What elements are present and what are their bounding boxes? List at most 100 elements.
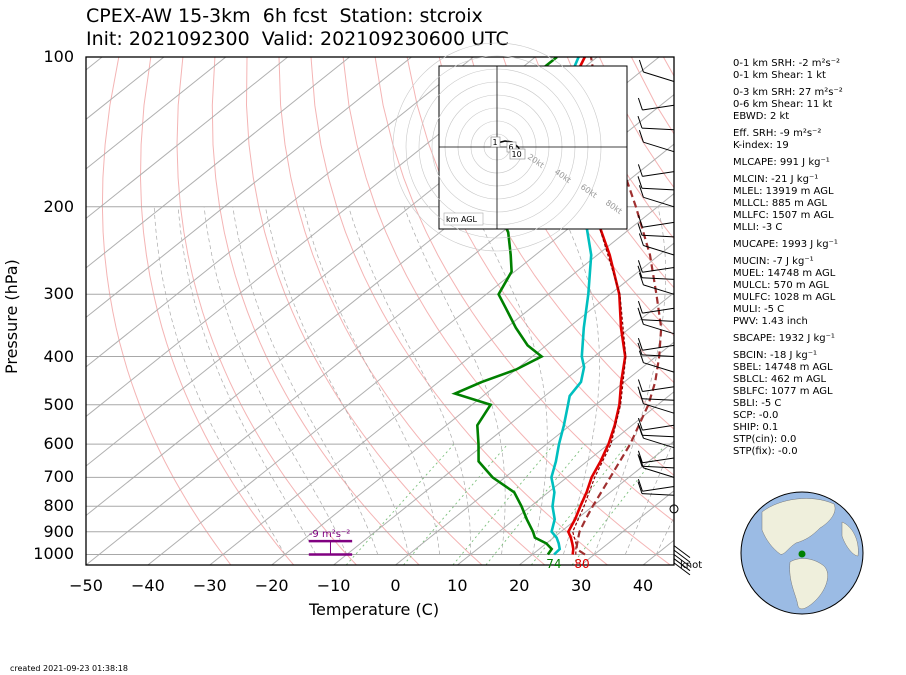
isotherm [86, 57, 350, 269]
stat-line: MULFC: 1028 m AGL [733, 292, 836, 303]
x-tick-label: −50 [69, 576, 103, 595]
wind-barb-flag [637, 265, 643, 278]
dry-adiabat [856, 57, 906, 565]
stat-line: SBLFC: 1077 m AGL [733, 386, 833, 397]
wind-barb-flag [638, 185, 644, 198]
mixing-ratio-line [403, 443, 509, 565]
wind-barb-shaft [643, 467, 675, 478]
wind-barb-shaft [642, 307, 675, 314]
wind-barb-flag [638, 426, 644, 439]
mixing-ratio-line [530, 443, 628, 565]
moist-adiabat [472, 206, 548, 555]
isotherm [86, 57, 289, 220]
hodograph-marker-label: 1 [493, 138, 498, 147]
wind-barb-shaft [641, 354, 675, 357]
wind-barb-flag [637, 260, 643, 273]
wind-barb-shaft [643, 323, 675, 335]
dry-adiabat [245, 57, 483, 565]
moist-adiabat [403, 206, 506, 555]
stat-line: MLCIN: -21 J kg⁻¹ [733, 174, 819, 185]
stat-line: STP(cin): 0.0 [733, 434, 797, 445]
x-tick-label: −30 [192, 576, 227, 595]
dry-adiabat [374, 57, 674, 523]
wind-barb-shaft [641, 234, 675, 238]
isotherm [86, 57, 536, 418]
surface-label-74: 74 [546, 557, 561, 571]
wind-barb-shaft [641, 187, 675, 191]
wind-barb-flag [637, 338, 643, 351]
wind-barb-flag [637, 450, 643, 463]
globe-africa-edge [841, 521, 859, 557]
wind-barb-flag [637, 176, 643, 189]
mixing-ratio-line [571, 443, 667, 565]
wind-barb-shaft [642, 267, 675, 273]
plot-frame [85, 56, 675, 566]
wind-barb-shaft [643, 141, 675, 153]
wind-barb-shaft [641, 127, 675, 131]
stat-line: 0-3 km SRH: 27 m²s⁻² [733, 87, 843, 98]
y-tick-label: 100 [43, 47, 74, 66]
wind-barb-shaft [641, 319, 675, 322]
y-tick-label: 200 [43, 196, 74, 216]
stat-line: MULCL: 570 m AGL [733, 280, 829, 291]
dry-adiabat [470, 57, 674, 384]
wind-barb-flag [637, 223, 643, 236]
wind-barb-shaft [643, 71, 675, 82]
isotherm [457, 391, 674, 565]
virtual_temperature-line [572, 206, 627, 555]
surface-wind-barb [673, 562, 691, 576]
wind-barb-flag [637, 342, 643, 356]
calm-wind-circle [669, 504, 679, 514]
wind-barb-flag [637, 97, 643, 111]
isotherm [86, 57, 165, 120]
y-tick-label: 900 [43, 521, 74, 541]
chart-title-line2: Init: 2021092300 Valid: 202109230600 UTC [86, 28, 509, 50]
wind-barb-flag [638, 130, 644, 143]
wind-barb-flag [638, 312, 644, 325]
wind-barb-flag [638, 350, 644, 363]
dry-adiabat [534, 57, 674, 289]
wind-barb-shaft [641, 398, 675, 401]
y-tick-label: 300 [43, 284, 74, 304]
isotherm [86, 57, 227, 170]
stat-line: MUCAPE: 1993 J kg⁻¹ [733, 239, 838, 250]
stat-line: SHIP: 0.1 [733, 422, 779, 433]
stat-line: MULI: -5 C [733, 304, 785, 315]
stat-line: SBLI: -5 C [733, 398, 782, 409]
wind-barb-flag [637, 454, 643, 467]
y-tick-label: 400 [43, 346, 74, 366]
srh-label: -9 m²s⁻² [309, 529, 350, 540]
location-globe [740, 491, 864, 615]
stat-line: PWV: 1.43 inch [733, 316, 808, 327]
chart-title-line1: CPEX-AW 15-3km 6h fcst Station: stcroix [86, 5, 483, 27]
wind-barb-flag [638, 272, 644, 286]
stat-line: Eff. SRH: -9 m²s⁻² [733, 128, 822, 139]
y-tick-label: 700 [43, 467, 74, 487]
isotherm [147, 143, 674, 565]
wind-barb-shaft [642, 171, 675, 177]
sounding-stats-panel: 0-1 km SRH: -2 m²s⁻² 0-1 km Shear: 1 kt 0-… [733, 58, 843, 458]
stat-line: MLLI: -3 C [733, 222, 783, 233]
y-tick-label: 500 [43, 394, 74, 414]
x-tick-label: 0 [390, 576, 401, 595]
dry-adiabat [139, 57, 295, 565]
wind-units-label: knot [680, 560, 703, 571]
wind-barb-flag [637, 215, 643, 228]
parcel-line [575, 57, 663, 556]
surface-wind-barb [673, 558, 691, 572]
wind-barb-flag [637, 481, 643, 494]
wind-barb-shaft [641, 277, 675, 280]
wind-barb-shaft [641, 434, 675, 438]
stat-line: MUCIN: -7 J kg⁻¹ [733, 256, 814, 267]
surface-wind-barb [673, 549, 691, 563]
wind-barb-flag [637, 115, 643, 129]
stat-line: SBLCL: 462 m AGL [733, 374, 827, 385]
wind-barb-flag [637, 164, 643, 177]
stat-line: SBEL: 14748 m AGL [733, 362, 833, 373]
surface-label-80: 80 [574, 557, 589, 571]
isotherm [86, 57, 474, 368]
wind-barbs [637, 59, 691, 576]
wind-barb-flag [637, 417, 643, 431]
